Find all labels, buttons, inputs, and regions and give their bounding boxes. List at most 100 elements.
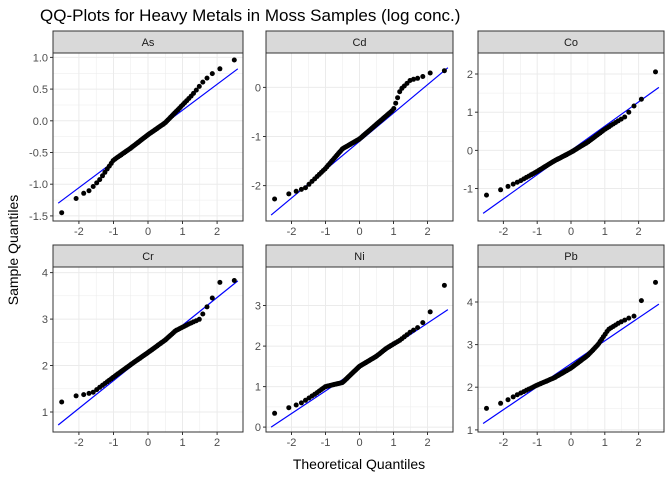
qq-point [441, 282, 447, 288]
qq-point [59, 399, 65, 405]
x-tick-label: 2 [424, 437, 430, 449]
facet-strip-label: Cd [352, 37, 366, 49]
x-tick-label: 1 [179, 226, 185, 238]
qq-point [420, 74, 426, 79]
y-tick-label: 2 [42, 361, 48, 373]
qq-point [653, 279, 658, 285]
x-tick-label: -1 [109, 226, 119, 238]
qq-point [204, 75, 210, 81]
y-tick-label: 2 [255, 341, 261, 353]
x-tick-label: 2 [636, 226, 642, 238]
x-tick-label: -1 [321, 437, 331, 449]
qq-point [411, 76, 416, 82]
facet-strip-label: Co [564, 37, 578, 49]
qq-point [653, 69, 658, 75]
facet-strip-label: Pb [564, 251, 577, 263]
y-tick-label: -1 [463, 184, 473, 196]
qq-point [631, 103, 637, 109]
qq-point [393, 100, 399, 106]
x-tick-label: -2 [74, 226, 84, 238]
facet-pb: Pb -2 -1 0 1 2 1 2 3 4 [467, 244, 665, 449]
qq-point [193, 87, 199, 93]
qq-point [231, 57, 237, 63]
qq-point [209, 71, 215, 77]
qq-point [90, 389, 96, 395]
x-tick-label: 2 [214, 226, 220, 238]
x-tick-label: 0 [356, 226, 362, 238]
x-tick-label: 1 [390, 437, 396, 449]
qq-point [90, 184, 96, 189]
qq-point [73, 393, 79, 399]
y-tick-label: 1.0 [33, 52, 48, 64]
qq-point [415, 325, 421, 331]
y-tick-label: -1 [251, 132, 261, 144]
qq-reference-line [482, 303, 660, 424]
qq-point [217, 279, 223, 285]
qq-point [191, 90, 196, 96]
y-tick-label: -1.5 [29, 211, 48, 223]
x-tick-label: -2 [499, 437, 509, 449]
y-tick-label: 4 [42, 268, 48, 280]
y-tick-label: 3 [42, 314, 48, 326]
qq-point [441, 68, 447, 74]
qq-point [484, 192, 489, 198]
x-tick-label: 0 [356, 437, 362, 449]
y-tick-label: 2 [467, 382, 473, 394]
qq-point [73, 196, 79, 201]
qq-point [200, 311, 206, 317]
y-tick-label: 1 [467, 425, 473, 437]
facet-cr: Cr -2 -1 0 1 2 1 2 3 4 [42, 244, 244, 449]
qq-point [631, 313, 637, 319]
x-tick-label: -2 [287, 437, 297, 449]
facet-panels: As -2 -1 0 1 2 -1.5 -1.0 -0.5 0.0 0.5 1.0 Cd -2 -1 0 1 2 -… [29, 30, 665, 449]
x-tick-label: 1 [390, 226, 396, 238]
qq-point [498, 187, 504, 193]
x-tick-label: -1 [532, 437, 542, 449]
qq-point [196, 316, 202, 322]
y-axis-label: Sample Quantiles [5, 195, 21, 306]
y-tick-label: 3 [255, 301, 261, 313]
x-tick-label: 1 [179, 437, 185, 449]
x-tick-label: 0 [568, 226, 574, 238]
x-tick-label: 0 [145, 437, 151, 449]
qq-point [100, 173, 105, 179]
qq-point [196, 83, 202, 89]
qq-point [622, 317, 628, 323]
qq-point [59, 210, 65, 216]
y-tick-label: 4 [467, 297, 473, 309]
qq-point [272, 410, 278, 416]
qq-point [204, 304, 210, 310]
qq-point [510, 394, 516, 400]
y-tick-label: 1 [467, 107, 473, 119]
x-tick-label: 0 [568, 437, 574, 449]
qq-point [411, 327, 416, 333]
panel-border [52, 52, 244, 222]
qq-point [626, 315, 632, 321]
x-tick-label: -2 [499, 226, 509, 238]
facet-as: As -2 -1 0 1 2 -1.5 -1.0 -0.5 0.0 0.5 1.0 [29, 30, 244, 238]
qq-point [498, 400, 504, 406]
y-tick-label: 0.0 [33, 116, 48, 128]
qq-point [94, 180, 100, 186]
qq-point [626, 109, 632, 115]
facet-co: Co -2 -1 0 1 2 -1 0 1 2 [463, 30, 665, 238]
qq-point [286, 405, 292, 411]
panel-border [265, 266, 454, 433]
panel-border [477, 266, 665, 433]
qq-point [231, 278, 237, 283]
qq-point [272, 196, 278, 202]
qq-point [395, 95, 401, 101]
x-tick-label: 2 [424, 226, 430, 238]
x-tick-label: 2 [636, 437, 642, 449]
qq-point [638, 298, 644, 304]
y-tick-label: -1.0 [29, 179, 48, 191]
panel-border [265, 52, 454, 222]
qq-point [510, 181, 516, 187]
qq-point [86, 188, 92, 194]
panel-border [477, 52, 665, 222]
qq-point [505, 183, 511, 189]
qq-point [293, 402, 299, 408]
qq-point [427, 309, 433, 315]
qq-point [286, 191, 292, 197]
y-tick-label: 0 [255, 82, 261, 94]
